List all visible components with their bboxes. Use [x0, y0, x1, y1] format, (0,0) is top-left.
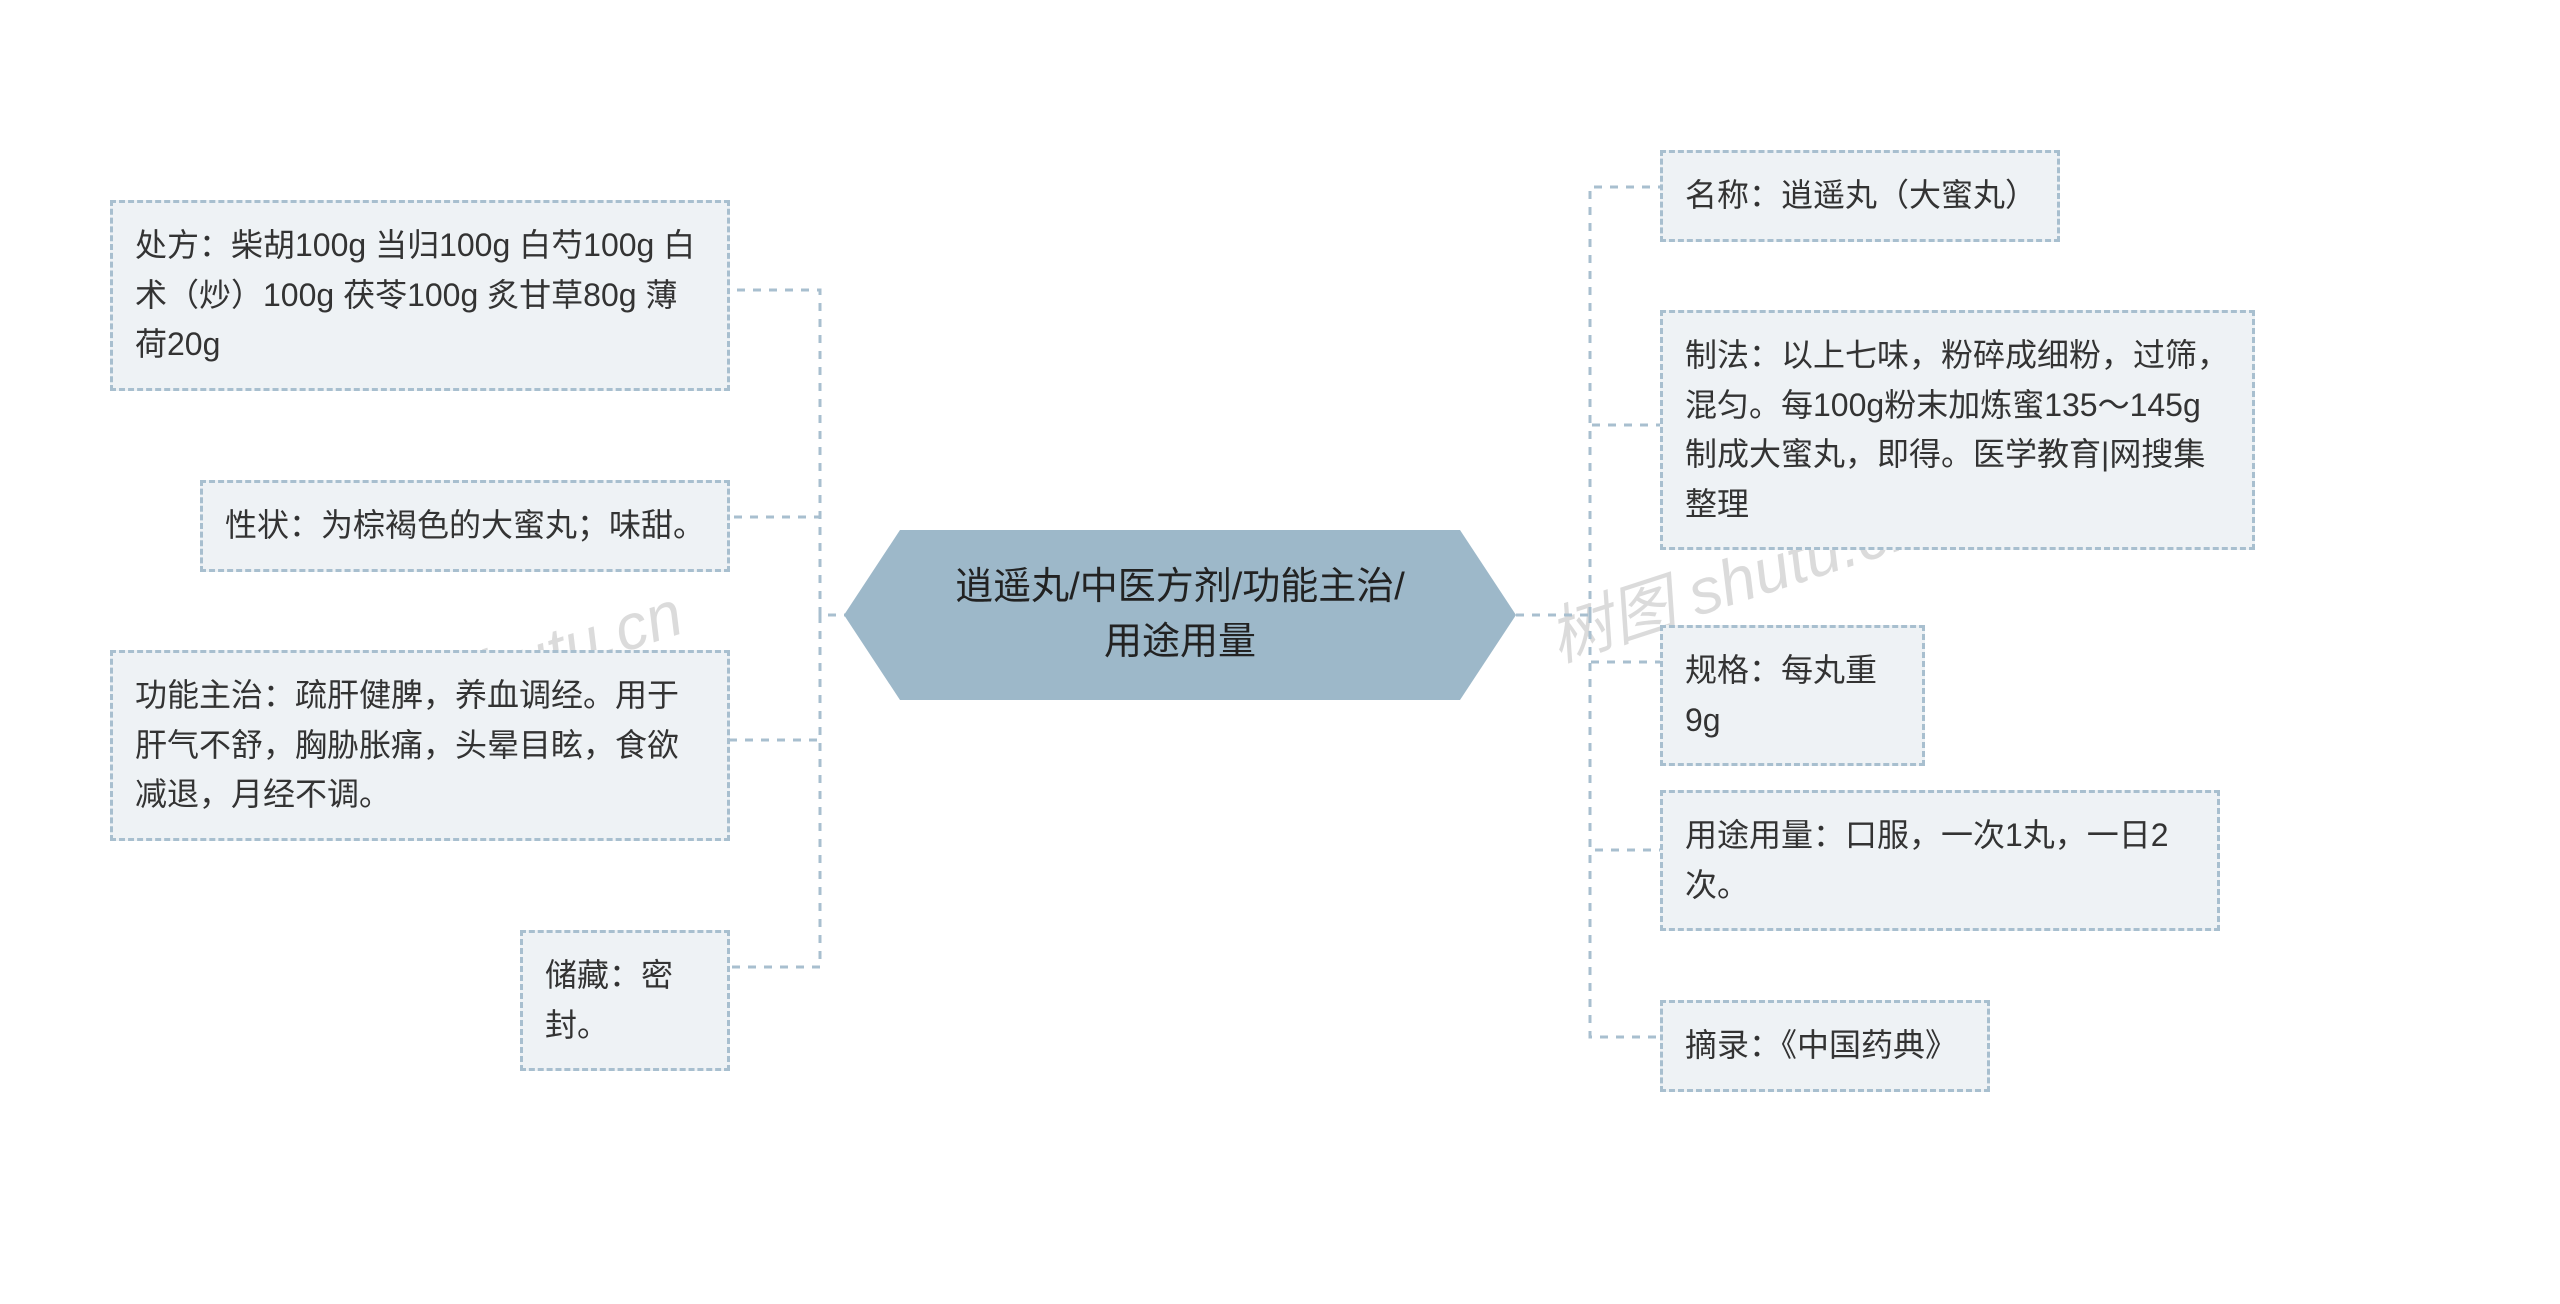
leaf-function: 功能主治：疏肝健脾，养血调经。用于肝气不舒，胸胁胀痛，头晕目眩，食欲减退，月经不…	[110, 650, 730, 841]
leaf-label: 制法：以上七味，粉碎成细粉，过筛，混匀。每100g粉末加炼蜜135～145g制成…	[1685, 337, 2229, 522]
leaf-source: 摘录：《中国药典》	[1660, 1000, 1990, 1092]
leaf-prescription: 处方：柴胡100g 当归100g 白芍100g 白术（炒）100g 茯苓100g…	[110, 200, 730, 391]
center-right-wedge	[1460, 530, 1516, 700]
leaf-name: 名称：逍遥丸（大蜜丸）	[1660, 150, 2060, 242]
mindmap-canvas: 树图 shutu.cn 树图 shutu.cn 逍遥丸/中医方剂/功能	[0, 0, 2560, 1304]
leaf-label: 性状：为棕褐色的大蜜丸；味甜。	[225, 507, 705, 543]
leaf-label: 功能主治：疏肝健脾，养血调经。用于肝气不舒，胸胁胀痛，头晕目眩，食欲减退，月经不…	[135, 677, 679, 812]
leaf-label: 用途用量：口服，一次1丸，一日2次。	[1685, 817, 2169, 903]
leaf-label: 储藏：密封。	[545, 957, 673, 1043]
leaf-label: 摘录：《中国药典》	[1685, 1027, 1957, 1063]
center-node: 逍遥丸/中医方剂/功能主治/用途用量	[900, 530, 1460, 700]
leaf-character: 性状：为棕褐色的大蜜丸；味甜。	[200, 480, 730, 572]
leaf-spec: 规格：每丸重9g	[1660, 625, 1925, 766]
center-label: 逍遥丸/中医方剂/功能主治/用途用量	[946, 560, 1414, 670]
leaf-storage: 储藏：密封。	[520, 930, 730, 1071]
leaf-label: 规格：每丸重9g	[1685, 652, 1877, 738]
leaf-method: 制法：以上七味，粉碎成细粉，过筛，混匀。每100g粉末加炼蜜135～145g制成…	[1660, 310, 2255, 550]
leaf-label: 名称：逍遥丸（大蜜丸）	[1685, 177, 2037, 213]
leaf-label: 处方：柴胡100g 当归100g 白芍100g 白术（炒）100g 茯苓100g…	[135, 227, 695, 362]
leaf-usage: 用途用量：口服，一次1丸，一日2次。	[1660, 790, 2220, 931]
center-left-wedge	[844, 530, 900, 700]
